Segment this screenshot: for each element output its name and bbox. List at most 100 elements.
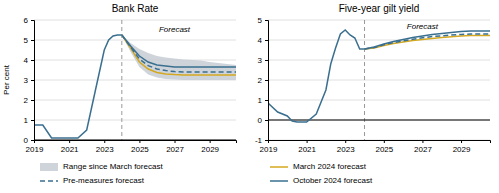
title: Five-year gilt yield — [339, 3, 420, 14]
x-tick: 2029 — [201, 140, 219, 154]
y-tick: 2 — [258, 76, 268, 85]
x-tick-label: 2019 — [260, 145, 278, 154]
grid-line — [34, 100, 236, 101]
x-tick-mark — [307, 140, 308, 143]
panel: Forecast 2019 2021 2023 2025 2027 2029 0 1 2 3 4 5 6 B… — [2, 3, 237, 154]
x-tick-label: 2021 — [61, 145, 79, 154]
grid-line — [268, 60, 490, 61]
grid-line — [268, 100, 490, 101]
x-tick-mark — [139, 140, 140, 143]
x-tick: 2023 — [337, 140, 355, 154]
panel: Forecast 2019 2021 2023 2025 2027 2029 -1 0 1 2 3 4 5… — [255, 3, 491, 154]
y-tick-label: 0 — [258, 116, 263, 125]
y-axis: 0 1 2 3 4 5 6 — [24, 16, 35, 145]
x-tick-label: 2019 — [26, 145, 44, 154]
y-tick: 3 — [258, 56, 268, 65]
grid-line — [268, 120, 490, 121]
grid-line — [34, 40, 236, 41]
y-tick: 4 — [258, 36, 268, 45]
annotation: Forecast — [407, 22, 439, 31]
x-tick: 2023 — [96, 140, 114, 154]
legend: Range since March forecastMarch 2024 for… — [40, 162, 373, 185]
legend-item: Pre-measures forecast — [40, 176, 145, 185]
legend-label: October 2024 forecast — [293, 176, 373, 185]
plot-area — [34, 20, 236, 140]
x-axis: 2019 2021 2023 2025 2027 2029 — [260, 140, 491, 154]
y-tick-label: 5 — [24, 36, 29, 45]
x-tick-mark — [384, 140, 385, 143]
legend-label: Pre-measures forecast — [63, 176, 145, 185]
series-line — [268, 30, 365, 122]
y-tick-label: 6 — [24, 16, 29, 25]
y-tick-mark — [31, 40, 34, 41]
figure: Forecast 2019 2021 2023 2025 2027 2029 0 1 2 3 4 5 6 B… — [0, 0, 499, 193]
y-tick: 6 — [24, 16, 34, 25]
zero-line — [268, 120, 490, 121]
x-tick-mark — [104, 140, 105, 143]
y-tick-label: -1 — [255, 136, 263, 145]
grid — [268, 20, 490, 140]
y-tick-mark — [31, 60, 34, 61]
grid-line — [34, 120, 236, 121]
annotation: Forecast — [159, 25, 191, 34]
x-tick-mark — [175, 140, 176, 143]
y-tick: 0 — [24, 136, 34, 145]
y-tick: 1 — [24, 116, 34, 125]
series-line — [122, 35, 236, 75]
x-tick-mark — [345, 140, 346, 143]
y-tick-label: 4 — [24, 56, 29, 65]
y-axis-title: Per cent — [2, 64, 11, 95]
y-tick: 1 — [258, 96, 268, 105]
range-area — [122, 35, 236, 80]
x-axis-line — [35, 141, 237, 144]
x-tick-mark — [210, 140, 211, 143]
x-tick-label: 2029 — [201, 145, 219, 154]
y-tick-mark — [265, 40, 268, 41]
x-tick-label: 2027 — [414, 145, 432, 154]
x-tick-label: 2025 — [375, 145, 393, 154]
x-tick-mark — [422, 140, 423, 143]
legend-label: Range since March forecast — [63, 162, 163, 171]
x-tick: 2021 — [298, 140, 316, 154]
y-tick-label: 1 — [258, 96, 263, 105]
title: Bank Rate — [112, 3, 159, 14]
x-tick: 2027 — [166, 140, 184, 154]
y-tick-mark — [31, 140, 34, 141]
y-tick: 5 — [258, 16, 268, 25]
y-tick-label: 3 — [24, 76, 29, 85]
y-tick: 4 — [24, 56, 34, 65]
x-tick-label: 2023 — [337, 145, 355, 154]
x-axis: 2019 2021 2023 2025 2027 2029 — [26, 140, 237, 154]
y-tick-mark — [31, 100, 34, 101]
y-axis: -1 0 1 2 3 4 5 — [255, 16, 269, 145]
y-tick-label: 3 — [258, 56, 263, 65]
x-tick: 2025 — [375, 140, 393, 154]
y-tick-mark — [265, 120, 268, 121]
y-tick-mark — [265, 100, 268, 101]
x-tick: 2027 — [414, 140, 432, 154]
legend-swatch — [40, 163, 58, 171]
series-line — [365, 31, 490, 49]
y-tick-label: 4 — [258, 36, 263, 45]
x-tick-label: 2029 — [453, 145, 471, 154]
forecast-line — [364, 20, 365, 140]
series-line — [365, 34, 490, 49]
zero-line — [34, 140, 236, 141]
y-tick: 2 — [24, 96, 34, 105]
x-tick: 2019 — [260, 140, 278, 154]
x-tick: 2019 — [26, 140, 44, 154]
legend-swatch — [270, 180, 288, 182]
series-line — [122, 35, 236, 67]
x-tick: 2021 — [61, 140, 79, 154]
legend-item: Range since March forecast — [40, 162, 163, 171]
y-tick-label: 2 — [24, 96, 29, 105]
legend-item: October 2024 forecast — [270, 176, 373, 185]
x-tick-label: 2025 — [131, 145, 149, 154]
x-tick: 2025 — [131, 140, 149, 154]
grid-line — [268, 80, 490, 81]
grid-line — [268, 40, 490, 41]
y-tick: 3 — [24, 76, 34, 85]
y-tick-label: 1 — [24, 116, 29, 125]
x-tick-label: 2027 — [166, 145, 184, 154]
y-tick-mark — [265, 20, 268, 21]
